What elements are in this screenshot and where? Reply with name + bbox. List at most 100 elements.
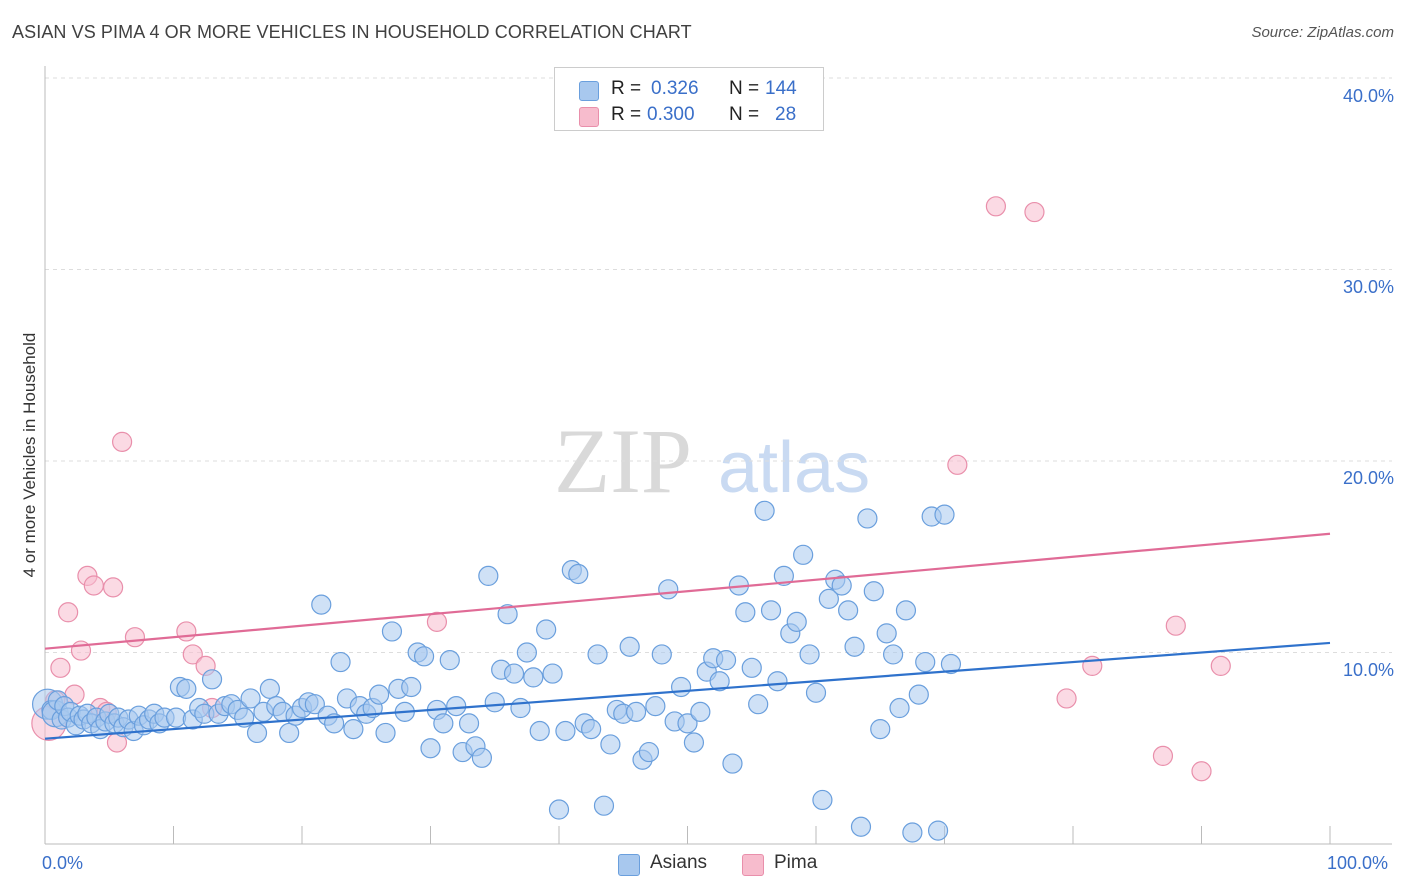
asian-point xyxy=(799,644,820,665)
pima-trend-line xyxy=(44,532,1331,650)
pima-point xyxy=(176,621,197,642)
legend-n-value: 144 xyxy=(765,78,797,99)
pima-point xyxy=(182,644,203,665)
asian-point xyxy=(478,565,499,587)
pima-point xyxy=(103,577,124,598)
asian-point xyxy=(915,651,936,673)
asian-point xyxy=(529,720,550,742)
pima-point xyxy=(1152,745,1174,767)
asian-point xyxy=(838,600,859,621)
grid-lines xyxy=(45,77,1392,653)
asian-point xyxy=(234,707,255,728)
pima-point xyxy=(111,431,133,452)
asian-points xyxy=(31,500,962,843)
pima-point xyxy=(1056,688,1077,709)
asian-point xyxy=(876,623,897,644)
asian-point xyxy=(619,636,640,657)
asian-point xyxy=(857,508,878,529)
asian-point xyxy=(324,713,345,734)
asian-point xyxy=(165,707,187,728)
x-tick-label-min: 0.0% xyxy=(42,853,84,873)
legend: R = 0.326 N = 144 R = 0.300 N = 28 xyxy=(554,67,824,131)
asian-point xyxy=(548,799,570,820)
asian-point xyxy=(715,650,737,671)
asian-point xyxy=(259,678,280,699)
asian-point xyxy=(600,734,621,755)
y-tick-label-40: 40.0% xyxy=(1342,86,1394,106)
asian-point xyxy=(908,684,929,705)
asian-point xyxy=(471,747,492,768)
asian-point xyxy=(767,671,788,692)
asian-point xyxy=(760,600,782,621)
asian-point xyxy=(722,753,743,774)
asian-point xyxy=(850,816,872,837)
y-axis-title: 4 or more Vehicles in Household xyxy=(20,332,39,578)
asian-point xyxy=(413,646,435,667)
asian-point xyxy=(831,575,852,596)
asian-point xyxy=(587,644,608,665)
asian-point xyxy=(343,718,364,740)
asian-point xyxy=(741,657,762,678)
asian-point xyxy=(593,795,615,816)
x-tick-label-max: 100.0% xyxy=(1327,853,1389,873)
asian-point xyxy=(812,789,833,811)
asian-point xyxy=(246,722,268,744)
y-tick-label-20: 20.0% xyxy=(1342,468,1394,488)
asian-point xyxy=(433,713,454,734)
legend-n-label: N = xyxy=(729,78,760,99)
asian-point xyxy=(670,676,692,698)
asian-point xyxy=(523,667,544,688)
asian-point xyxy=(863,581,884,602)
y-tick-label-30: 30.0% xyxy=(1342,277,1394,297)
asian-point xyxy=(882,644,904,665)
pima-point xyxy=(50,657,71,678)
source-label: Source: ZipAtlas.com xyxy=(1251,24,1394,41)
asian-point xyxy=(793,544,814,565)
chart-title: ASIAN VS PIMA 4 OR MORE VEHICLES IN HOUS… xyxy=(12,22,692,42)
asians-legend-label: Asians xyxy=(650,852,708,873)
asian-point xyxy=(638,741,660,763)
legend-r-label: R = xyxy=(611,104,642,125)
asian-point xyxy=(240,688,261,709)
asian-point xyxy=(683,732,705,753)
asian-point xyxy=(304,694,325,715)
asian-point xyxy=(870,718,891,740)
asian-point xyxy=(818,588,839,609)
asian-point xyxy=(369,684,390,705)
asian-point xyxy=(484,692,505,713)
asian-point xyxy=(311,594,332,615)
asian-point xyxy=(381,621,403,642)
asian-point xyxy=(690,701,711,722)
asian-point xyxy=(902,822,923,843)
asians-swatch xyxy=(579,81,599,101)
pima-point xyxy=(124,627,146,648)
asian-point xyxy=(844,636,865,657)
legend-r-label: R = xyxy=(611,78,642,99)
asian-point xyxy=(516,642,537,663)
asian-point xyxy=(651,644,672,665)
legend-n-label: N = xyxy=(729,104,760,125)
asian-point xyxy=(658,579,679,600)
pima-legend-label: Pima xyxy=(774,852,818,873)
asian-point xyxy=(279,722,300,744)
legend-r-value: 0.326 xyxy=(651,78,699,99)
asian-point xyxy=(805,682,827,703)
asian-point xyxy=(786,611,807,632)
pima-legend-swatch xyxy=(742,854,764,876)
asian-point xyxy=(420,738,441,759)
asian-point xyxy=(709,671,730,692)
asian-point xyxy=(439,650,460,671)
pima-point xyxy=(1191,761,1212,782)
asian-point xyxy=(446,696,467,717)
asian-point xyxy=(510,697,531,719)
asian-point xyxy=(201,669,223,690)
asian-point xyxy=(773,565,794,587)
pima-point xyxy=(426,611,448,632)
pima-point xyxy=(83,575,104,596)
asian-point xyxy=(555,720,576,742)
pima-point xyxy=(1024,201,1045,223)
asian-point xyxy=(940,653,962,675)
pima-point xyxy=(947,454,968,475)
asians-trend-line xyxy=(44,641,1331,740)
